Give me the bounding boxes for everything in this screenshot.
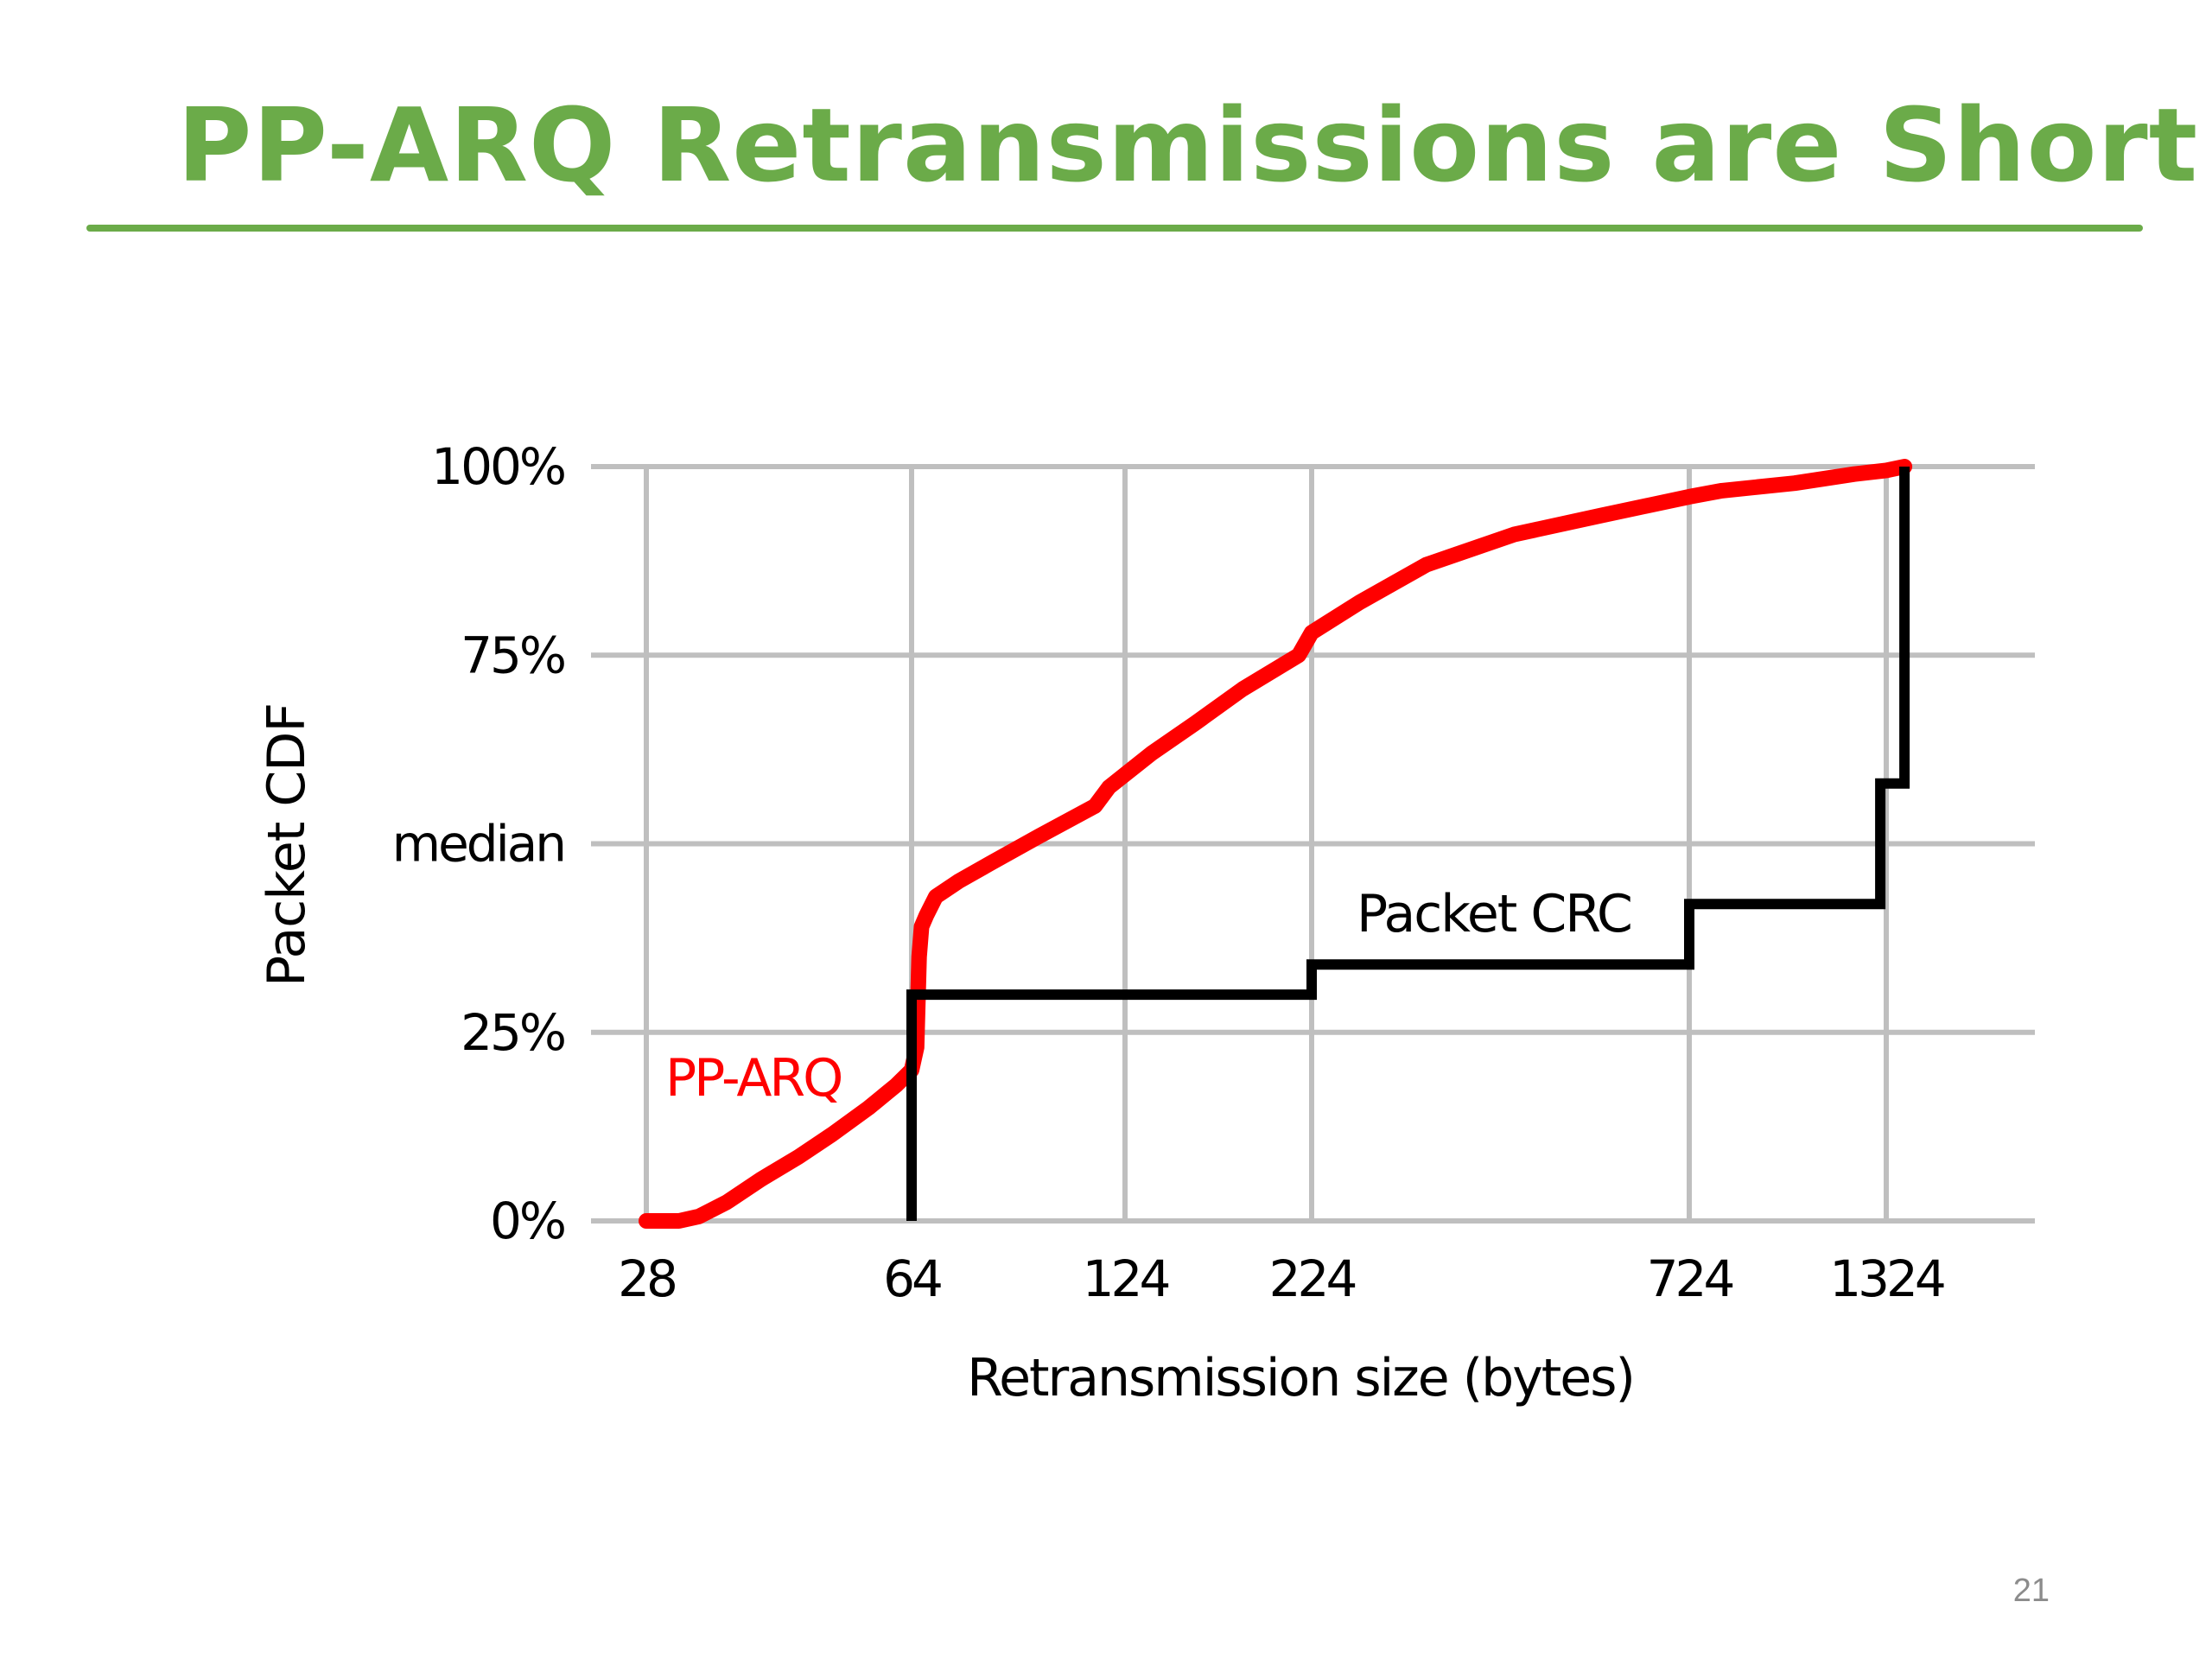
y-tick-label-2: median	[392, 815, 564, 874]
y-tick-label-3: 75%	[461, 626, 564, 684]
chart-series	[639, 459, 1913, 1229]
x-axis-label: Retransmission size (bytes)	[967, 1348, 1634, 1408]
chart-labels: 0% 25% median 75% 100% 28 64 124 224 724 1324 Retra…	[257, 437, 1948, 1408]
x-tick-label-5: 1324	[1829, 1249, 1944, 1308]
title-divider	[86, 225, 2143, 232]
series-line-packet-crc	[906, 467, 1910, 1221]
x-tick-label-2: 124	[1083, 1249, 1169, 1308]
y-tick-label-4: 100%	[431, 437, 564, 496]
series-label-packet-crc: Packet CRC	[1357, 884, 1631, 944]
slide-title: PP-ARQ Retransmissions are Short	[177, 86, 2199, 205]
y-tick-label-1: 25%	[461, 1003, 564, 1062]
page-number: 21	[2012, 1573, 2050, 1609]
y-axis-label: Packet CDF	[257, 703, 317, 987]
series-line-pp-arq	[639, 459, 1913, 1229]
x-tick-label-3: 224	[1269, 1249, 1356, 1308]
x-tick-label-1: 64	[883, 1249, 941, 1308]
y-tick-label-0: 0%	[490, 1192, 564, 1250]
x-tick-label-0: 28	[618, 1249, 675, 1308]
series-label-pp-arq: PP-ARQ	[665, 1048, 841, 1109]
x-tick-label-4: 724	[1647, 1249, 1733, 1308]
